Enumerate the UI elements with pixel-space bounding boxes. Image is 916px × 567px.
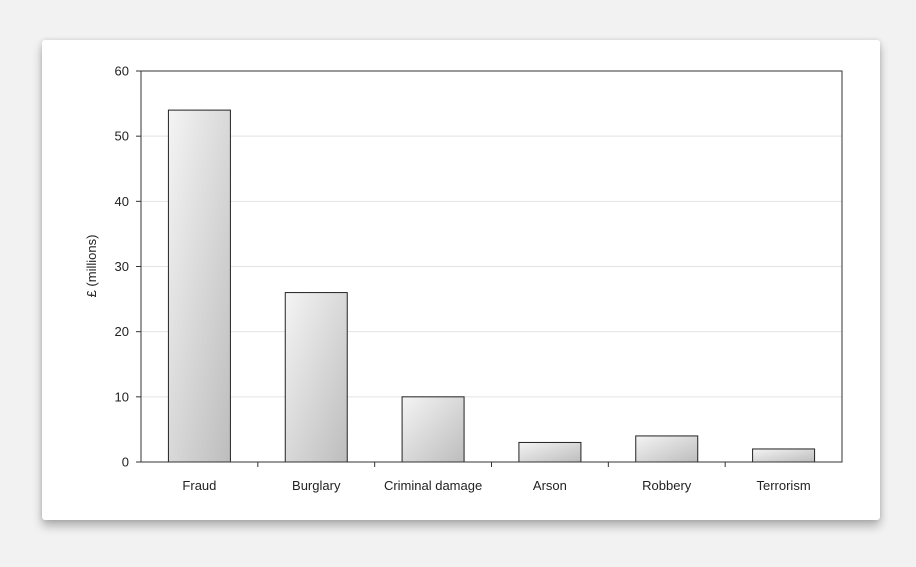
y-tick-label: 60 [115, 64, 129, 79]
plot-frame [140, 70, 843, 463]
y-tick-label: 20 [115, 324, 129, 339]
y-tick-label: 40 [115, 194, 129, 209]
x-tick-label: Fraud [182, 478, 216, 493]
y-tick-label: 10 [115, 389, 129, 404]
bar-fraud [167, 109, 231, 463]
x-tick-label: Robbery [642, 478, 692, 493]
bar-arson [518, 441, 582, 463]
bar-criminal-damage [401, 396, 465, 463]
gridlines [141, 135, 842, 398]
bar-terrorism [752, 448, 816, 463]
bar-robbery [635, 435, 699, 463]
x-tick-label: Burglary [292, 478, 341, 493]
bars [167, 109, 816, 463]
y-axis-label: £ (millions) [84, 235, 99, 298]
axes [136, 70, 843, 467]
x-tick-label: Terrorism [756, 478, 810, 493]
y-tick-label: 30 [115, 259, 129, 274]
y-tick-label: 0 [122, 455, 129, 470]
bar-burglary [284, 292, 348, 463]
x-tick-label: Criminal damage [384, 478, 482, 493]
x-tick-label: Arson [533, 478, 567, 493]
y-tick-labels: 0 10 20 30 40 50 60 [115, 64, 129, 470]
y-tick-label: 50 [115, 129, 129, 144]
x-tick-labels: Fraud Burglary Criminal damage Arson Robbery… [182, 478, 810, 493]
